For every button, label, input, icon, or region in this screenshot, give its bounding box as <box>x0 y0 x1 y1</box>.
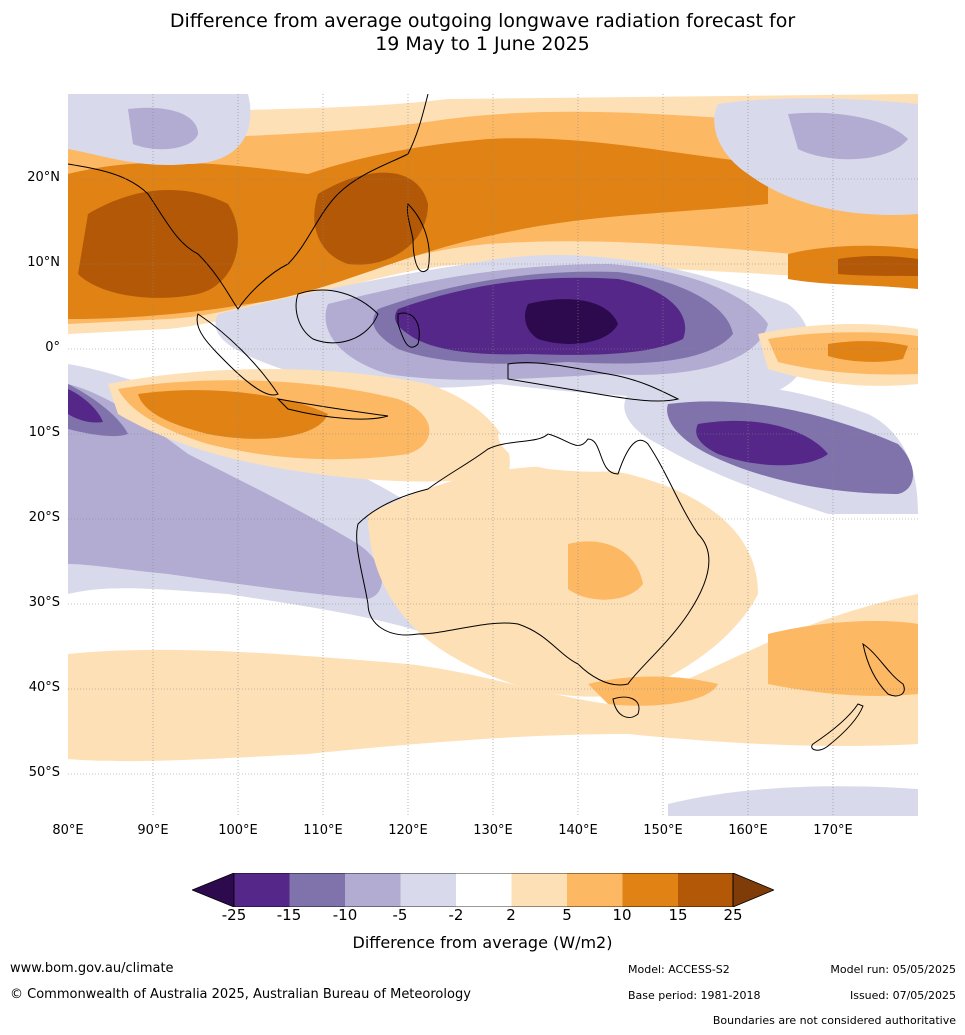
colorbar-tick: -5 <box>392 906 408 924</box>
colorbar-tick: 5 <box>562 906 572 924</box>
colorbar-swatch-6 <box>511 873 567 907</box>
australia-positive <box>368 466 758 697</box>
sumatra-coast <box>196 313 279 396</box>
lat-label-20s: 20°S <box>28 510 60 525</box>
lon-label-120e: 120°E <box>388 823 428 838</box>
colorbar-swatch-3 <box>345 873 401 907</box>
new-zealand-north <box>862 642 905 697</box>
indian-ocean-positive-core <box>138 390 328 439</box>
base-period-text: Base period: 1981-2018 <box>628 989 761 1002</box>
southern-positive-band <box>68 594 918 762</box>
indian-ocean-negative-strong <box>68 384 128 437</box>
lat-label-10s: 10°S <box>28 425 60 440</box>
lon-label-80e: 80°E <box>52 823 84 838</box>
indian-ocean-negative-core <box>68 389 103 423</box>
colorbar-swatch-2 <box>289 873 345 907</box>
copyright-text: © Commonwealth of Australia 2025, Austra… <box>10 987 471 1002</box>
lat-label-10n: 10°N <box>27 255 60 270</box>
borneo-coast <box>295 289 379 344</box>
title-line-2: 19 May to 1 June 2025 <box>375 33 590 55</box>
lon-label-170e: 170°E <box>813 823 853 838</box>
colorbar-swatch-5 <box>456 873 512 907</box>
lon-label-90e: 90°E <box>137 823 169 838</box>
java-coast <box>276 398 389 420</box>
lat-label-20n: 20°N <box>27 170 60 185</box>
tasmania-coast <box>612 696 640 718</box>
colorbar-tick: 2 <box>506 906 516 924</box>
model-text: Model: ACCESS-S2 <box>628 963 730 976</box>
colorbar-label: Difference from average (W/m2) <box>352 933 613 952</box>
colorbar <box>192 873 774 907</box>
graticule <box>68 94 918 816</box>
colorbar-swatch-1 <box>234 873 290 907</box>
map-title: Difference from average outgoing longwav… <box>0 10 965 56</box>
eq-east-positive-core <box>828 341 908 362</box>
lon-label-150e: 150°E <box>643 823 683 838</box>
colorbar-tick: -2 <box>448 906 464 924</box>
north-australia-white <box>498 430 658 472</box>
colorbar-tick: -10 <box>332 906 358 924</box>
southern-positive-mid <box>768 621 918 696</box>
lon-label-110e: 110°E <box>303 823 343 838</box>
australia-positive-mid <box>568 541 643 600</box>
lon-label-100e: 100°E <box>218 823 258 838</box>
sulawesi-coast <box>397 312 420 348</box>
colorbar-swatch-4 <box>400 873 456 907</box>
colorbar-tick: -25 <box>221 906 247 924</box>
tasmania-positive-mid <box>588 676 718 706</box>
south-china-sea-core <box>314 172 428 265</box>
website-link[interactable]: www.bom.gov.au/climate <box>10 961 174 976</box>
nw-negative-core <box>128 107 198 150</box>
indochina-strong-core <box>78 190 238 298</box>
colorbar-swatch-7 <box>567 873 623 907</box>
ne-negative-core <box>788 112 908 160</box>
new-guinea-coast <box>507 362 680 402</box>
colorbar-tick: 10 <box>612 906 632 924</box>
colorbar-tick: -15 <box>276 906 302 924</box>
lat-label-0: 0° <box>45 340 60 355</box>
coral-sea-negative-core <box>696 420 828 466</box>
colorbar-max-arrow <box>732 873 774 907</box>
colorbar-swatch-9 <box>678 873 733 907</box>
map-svg <box>68 94 918 816</box>
lon-label-140e: 140°E <box>558 823 598 838</box>
issued-text: Issued: 07/05/2025 <box>849 989 956 1002</box>
maritime-negative-center <box>525 299 618 344</box>
model-run-text: Model run: 05/05/2025 <box>830 963 956 976</box>
indian-ocean-negative-mid <box>68 384 382 599</box>
lon-label-130e: 130°E <box>473 823 513 838</box>
boundaries-note: Boundaries are not considered authoritat… <box>712 1014 956 1027</box>
lat-label-50s: 50°S <box>28 765 60 780</box>
colorbar-swatch-8 <box>622 873 678 907</box>
coastlines <box>68 94 905 751</box>
anomaly-field <box>68 94 918 816</box>
colorbar-tick: 25 <box>723 906 743 924</box>
colorbar-tick: 15 <box>668 906 688 924</box>
east-strong-core-2 <box>838 255 918 276</box>
australia-coast <box>356 433 710 686</box>
colorbar-min-arrow <box>192 873 235 907</box>
lat-label-30s: 30°S <box>28 595 60 610</box>
far-south-negative <box>668 786 918 816</box>
lon-label-160e: 160°E <box>728 823 768 838</box>
philippines-coast <box>407 202 430 272</box>
new-zealand-south <box>811 703 864 751</box>
anomaly-map <box>68 94 918 816</box>
lat-label-40s: 40°S <box>28 680 60 695</box>
mainland-asia-coast <box>68 94 429 310</box>
title-line-1: Difference from average outgoing longwav… <box>169 10 796 32</box>
